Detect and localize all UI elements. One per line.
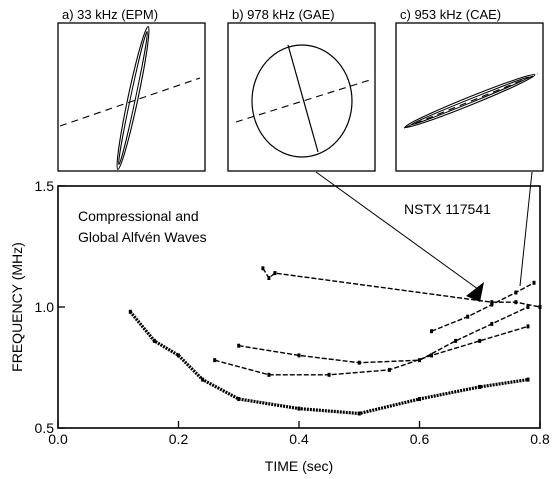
inset-c-polarization <box>404 73 536 129</box>
inset-b: b) 978 kHz (GAE) <box>227 7 376 172</box>
series-0-point-0 <box>128 309 132 314</box>
axes: 0.0 0.2 0.4 0.6 0.8 0.5 1.0 1.5 <box>35 178 550 447</box>
series-3-point-4 <box>532 280 536 285</box>
series-1-point-5 <box>478 338 482 343</box>
series-1-point-3 <box>387 367 391 372</box>
series-4-point-2 <box>273 271 277 276</box>
y-axis-label: FREQUENCY (MHz) <box>9 242 25 372</box>
inset-b-label: b) 978 kHz (GAE) <box>232 7 335 22</box>
series-0-point-2 <box>177 353 180 358</box>
series-0-trace <box>129 310 529 416</box>
series-3-point-1 <box>466 314 470 319</box>
series-1-point-6 <box>526 324 530 329</box>
series-2-point-6 <box>526 305 530 309</box>
series-0-point-3 <box>201 377 205 382</box>
x-axis-label: TIME (sec) <box>265 458 333 474</box>
inset-a-frame <box>57 22 206 172</box>
inset-b-polarization <box>251 44 353 158</box>
inset-a: a) 33 kHz (EPM) <box>57 7 206 172</box>
x-tick-label-2: 0.4 <box>289 431 309 447</box>
series-2-point-0 <box>237 343 241 348</box>
series-2-point-5 <box>490 321 494 326</box>
y-tick-label-0: 0.5 <box>35 420 55 436</box>
inset-b-axis <box>287 44 319 153</box>
y-tick-label-1: 1.0 <box>35 299 55 315</box>
x-tick-label-4: 0.8 <box>530 431 550 447</box>
series-4-point-0 <box>261 266 265 271</box>
inset-b-frame <box>227 22 376 172</box>
series-0-point-1 <box>152 338 156 343</box>
x-tick-label-0: 0.0 <box>48 431 68 447</box>
inset-a-polarization <box>116 26 150 170</box>
series-1-point-4 <box>430 353 433 358</box>
spectrogram <box>128 266 542 416</box>
series-2-trace <box>238 306 529 364</box>
series-0-point-6 <box>357 411 361 416</box>
annotation-line-2: Global Alfvén Waves <box>78 229 207 245</box>
connector-cae <box>519 171 533 287</box>
inset-c-label: c) 953 kHz (CAE) <box>400 7 501 22</box>
annotation-line-1: Compressional and <box>78 208 199 224</box>
series-2-point-3 <box>418 358 421 363</box>
series-0-point-7 <box>418 397 421 401</box>
shot-label: NSTX 117541 <box>404 201 491 217</box>
series-4-point-3 <box>490 300 494 305</box>
series-4-point-5 <box>538 305 542 309</box>
series-2-point-1 <box>297 353 301 358</box>
series-0-point-4 <box>237 397 241 401</box>
series-2-point-2 <box>357 360 361 365</box>
series-0-point-9 <box>526 377 530 382</box>
y-tick-label-2: 1.5 <box>35 178 55 194</box>
series-2-point-4 <box>454 338 458 343</box>
series-1-trace <box>214 325 529 376</box>
series-1-point-2 <box>327 372 331 377</box>
x-tick-label-1: 0.2 <box>169 431 189 447</box>
series-3-trace <box>431 282 535 332</box>
connector-arrow <box>466 282 484 302</box>
series-3-point-2 <box>490 302 494 307</box>
inset-c: c) 953 kHz (CAE) <box>395 7 544 172</box>
inset-a-label: a) 33 kHz (EPM) <box>62 7 158 22</box>
series-0-point-8 <box>478 384 482 389</box>
series-0-point-5 <box>297 406 301 411</box>
x-tick-label-3: 0.6 <box>410 431 430 447</box>
inset-c-reference-line <box>403 73 539 129</box>
inset-c-frame <box>395 22 544 172</box>
series-3-point-0 <box>430 329 433 334</box>
series-1-point-0 <box>213 358 217 363</box>
series-3-point-3 <box>514 290 518 295</box>
connector-gae <box>315 171 483 293</box>
series-4-point-1 <box>267 276 271 280</box>
series-1-point-1 <box>267 372 271 377</box>
series-4-point-4 <box>514 300 518 305</box>
